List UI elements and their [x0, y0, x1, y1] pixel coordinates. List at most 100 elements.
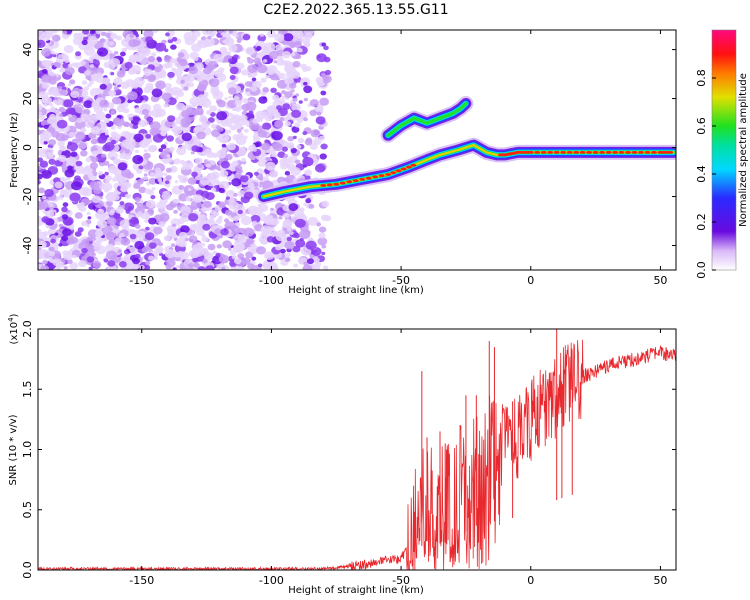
noise-speckle — [192, 258, 198, 263]
noise-speckle — [41, 130, 52, 140]
noise-speckle — [275, 232, 287, 242]
noise-speckle — [220, 228, 229, 236]
noise-speckle — [38, 173, 43, 180]
noise-speckle — [180, 205, 192, 215]
noise-speckle — [69, 192, 81, 202]
signal-core — [599, 151, 606, 154]
noise-speckle — [52, 34, 61, 42]
noise-speckle — [291, 52, 296, 56]
noise-speckle — [163, 63, 170, 69]
noise-speckle — [160, 131, 167, 137]
noise-speckle — [179, 88, 184, 92]
spectrogram-xtick-label: 0 — [527, 274, 534, 287]
noise-speckle — [97, 171, 103, 176]
noise-speckle — [194, 175, 202, 181]
noise-speckle — [138, 165, 144, 170]
noise-speckle — [89, 80, 94, 85]
noise-speckle — [100, 31, 107, 37]
noise-speckle — [224, 97, 228, 101]
noise-speckle — [176, 250, 185, 257]
noise-speckle — [245, 251, 254, 259]
noise-speckle — [141, 108, 150, 116]
noise-speckle — [175, 238, 186, 247]
noise-speckle — [118, 182, 125, 187]
noise-speckle — [243, 191, 254, 200]
noise-speckle — [56, 119, 68, 129]
noise-speckle — [197, 163, 203, 168]
signal-core — [667, 151, 674, 154]
noise-speckle — [231, 160, 239, 167]
noise-speckle — [151, 187, 156, 191]
noise-speckle — [166, 135, 175, 142]
noise-speckle — [223, 132, 229, 137]
noise-speckle — [87, 216, 92, 220]
noise-speckle — [167, 71, 175, 78]
noise-speckle — [258, 51, 264, 56]
noise-speckle — [124, 193, 131, 199]
noise-speckle — [172, 223, 176, 227]
noise-speckle — [241, 257, 251, 265]
noise-speckle — [228, 44, 238, 53]
noise-speckle — [95, 30, 102, 35]
noise-speckle — [40, 265, 50, 270]
noise-speckle — [210, 220, 216, 225]
noise-speckle — [68, 131, 76, 138]
noise-speckle — [308, 203, 315, 209]
noise-speckle — [166, 154, 171, 158]
noise-speckle — [89, 59, 94, 64]
noise-speckle — [304, 169, 312, 176]
noise-speckle — [151, 88, 163, 98]
noise-speckle — [284, 121, 291, 127]
noise-speckle — [98, 208, 103, 212]
noise-speckle — [93, 147, 98, 151]
noise-speckle — [237, 253, 245, 259]
noise-speckle — [252, 148, 257, 152]
noise-speckle — [143, 149, 148, 153]
signal-core — [592, 151, 599, 154]
noise-speckle — [262, 122, 272, 131]
noise-speckle — [214, 228, 222, 235]
noise-speckle — [200, 122, 208, 129]
noise-speckle — [316, 111, 322, 116]
noise-speckle — [81, 39, 88, 46]
snr-ytick-label: 1.5 — [21, 381, 34, 399]
signal-core — [400, 167, 407, 171]
noise-speckle — [167, 97, 177, 106]
noise-speckle — [275, 244, 282, 251]
noise-speckle — [108, 37, 114, 42]
noise-speckle — [294, 159, 301, 165]
noise-speckle — [87, 36, 98, 45]
noise-speckle — [40, 250, 51, 260]
noise-speckle — [150, 172, 156, 177]
noise-speckle — [90, 156, 99, 163]
noise-speckle — [129, 233, 137, 240]
noise-speckle — [119, 152, 127, 159]
noise-speckle — [50, 106, 56, 111]
noise-speckle — [303, 117, 308, 122]
noise-speckle — [38, 114, 45, 121]
noise-speckle — [126, 172, 134, 179]
colorbar-gradient — [712, 30, 736, 270]
noise-speckle — [40, 243, 46, 248]
noise-speckle — [38, 111, 42, 116]
noise-speckle — [84, 119, 95, 128]
noise-speckle — [167, 38, 174, 44]
noise-speckle — [155, 80, 166, 90]
noise-speckle — [54, 181, 63, 189]
noise-speckle — [170, 44, 177, 50]
noise-speckle — [303, 32, 313, 40]
noise-speckle — [89, 162, 98, 170]
snr-xtick-label: -150 — [129, 574, 154, 587]
noise-speckle — [86, 256, 95, 263]
noise-speckle — [212, 90, 224, 100]
noise-speckle — [92, 241, 98, 247]
noise-speckle — [57, 195, 64, 200]
noise-speckle — [173, 126, 183, 135]
spectrogram-ytick-label: -20 — [21, 188, 34, 206]
noise-speckle — [298, 100, 303, 104]
noise-speckle — [158, 242, 164, 247]
snr-xlabel: Height of straight line (km) — [288, 585, 424, 596]
signal-core — [560, 151, 567, 154]
noise-speckle — [119, 201, 125, 206]
noise-speckle — [264, 42, 276, 52]
